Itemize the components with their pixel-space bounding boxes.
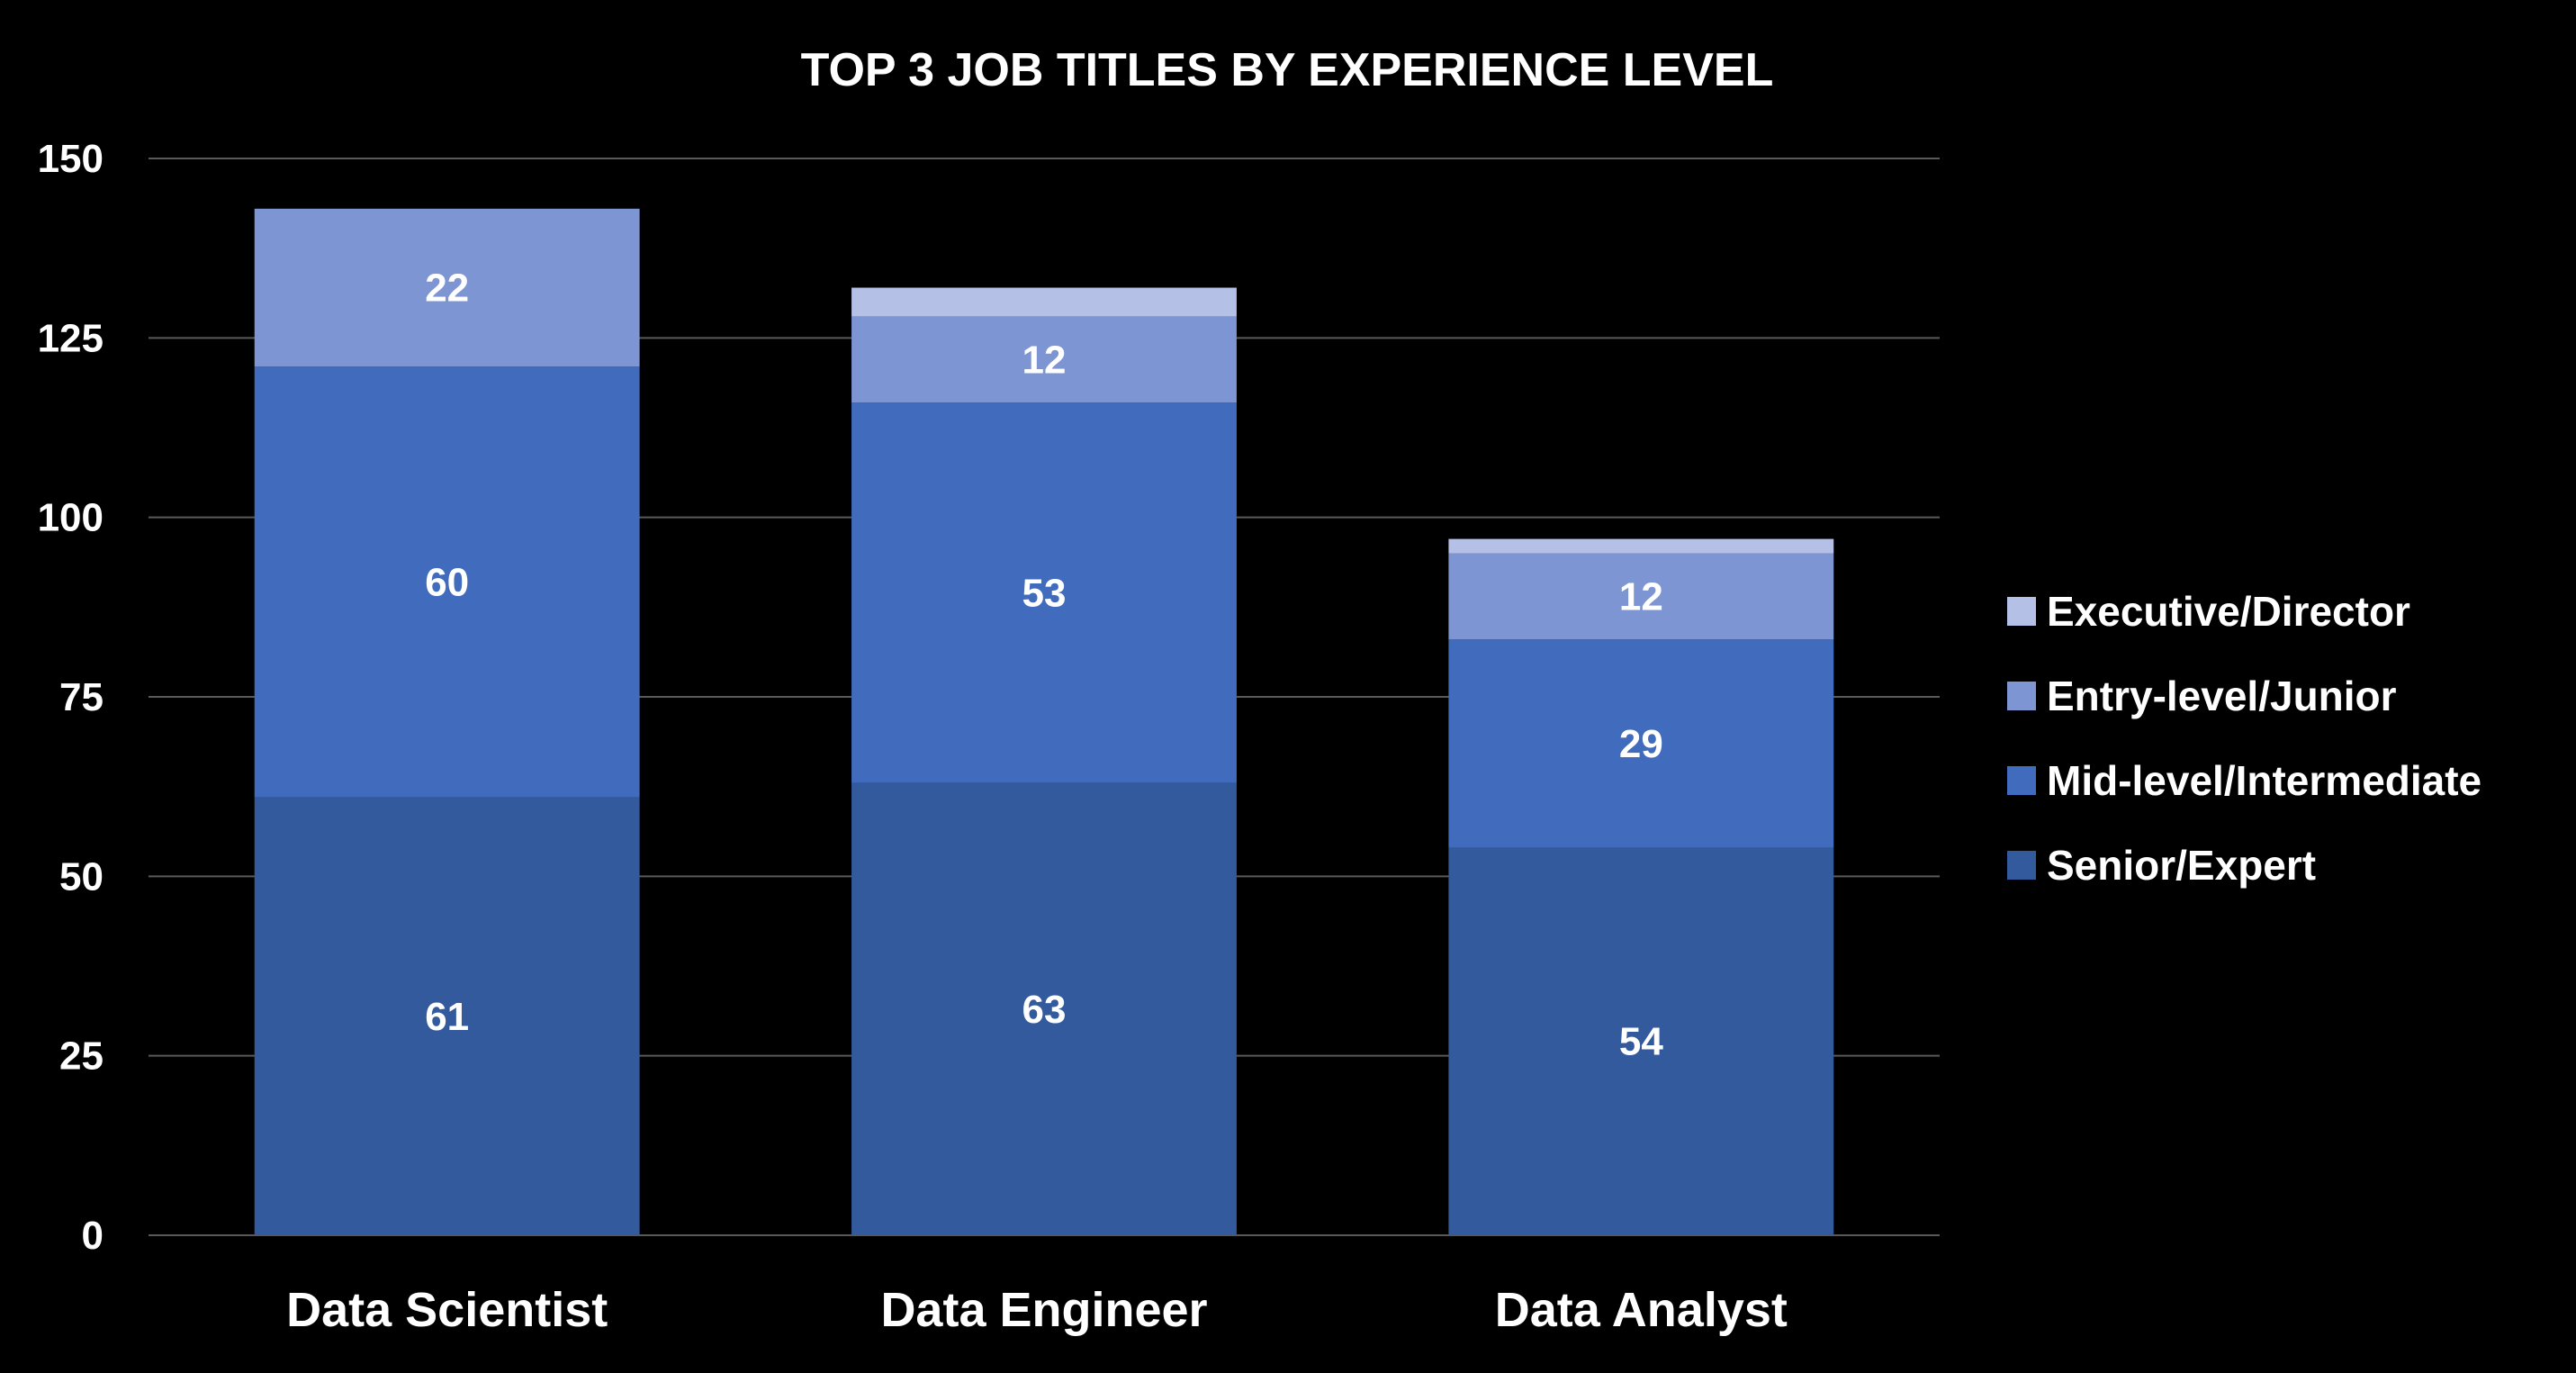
bar-segment-data-scientist-entry-level-junior bbox=[254, 208, 640, 367]
data-label-data-scientist-entry-level-junior: 22 bbox=[425, 266, 469, 311]
data-label-data-scientist-mid-level-intermediate: 60 bbox=[425, 560, 469, 604]
y-tick-label: 25 bbox=[59, 1034, 104, 1079]
bar-segment-data-analyst-mid-level-intermediate bbox=[1448, 639, 1834, 848]
data-label-data-engineer-mid-level-intermediate: 53 bbox=[1022, 571, 1067, 615]
bar-segment-data-engineer-entry-level-junior bbox=[851, 316, 1237, 403]
legend-label: Mid-level/Intermediate bbox=[2047, 757, 2481, 804]
y-tick-label: 75 bbox=[59, 675, 104, 719]
y-tick-label: 50 bbox=[59, 854, 104, 899]
data-label-data-analyst-entry-level-junior: 12 bbox=[1619, 574, 1663, 619]
category-label-data-analyst: Data Analyst bbox=[1495, 1283, 1788, 1337]
y-tick-label: 0 bbox=[82, 1214, 104, 1258]
legend-label: Senior/Expert bbox=[2047, 842, 2316, 889]
chart-title: TOP 3 JOB TITLES BY EXPERIENCE LEVEL bbox=[801, 44, 1774, 96]
bar-segment-data-scientist-mid-level-intermediate bbox=[254, 366, 640, 798]
category-label-data-scientist: Data Scientist bbox=[286, 1283, 608, 1337]
data-label-data-scientist-senior-expert: 61 bbox=[425, 995, 469, 1039]
bar-segment-data-engineer-executive-director bbox=[851, 287, 1237, 317]
legend-swatch bbox=[2007, 851, 2036, 880]
bar-segment-data-engineer-mid-level-intermediate bbox=[851, 402, 1237, 783]
legend-label: Executive/Director bbox=[2047, 588, 2410, 635]
legend-swatch bbox=[2007, 682, 2036, 710]
bars: 61 60 22 63 53 12 54 29 12 bbox=[254, 208, 1834, 1235]
legend-item-senior-expert: Senior/Expert bbox=[2007, 842, 2316, 889]
bar-segment-data-engineer-senior-expert bbox=[851, 782, 1237, 1235]
legend: Executive/Director Entry-level/Junior Mid-… bbox=[2007, 588, 2481, 889]
y-axis: 0 25 50 75 100 125 150 bbox=[38, 137, 104, 1258]
data-label-data-engineer-entry-level-junior: 12 bbox=[1022, 338, 1067, 382]
bar-segment-data-analyst-executive-director bbox=[1448, 538, 1834, 554]
legend-item-entry-level-junior: Entry-level/Junior bbox=[2007, 673, 2397, 719]
bar-segment-data-analyst-senior-expert bbox=[1448, 847, 1834, 1235]
legend-item-executive-director: Executive/Director bbox=[2007, 588, 2410, 635]
legend-swatch bbox=[2007, 597, 2036, 626]
y-tick-label: 150 bbox=[38, 137, 104, 181]
category-label-data-engineer: Data Engineer bbox=[880, 1283, 1207, 1337]
legend-item-mid-level-intermediate: Mid-level/Intermediate bbox=[2007, 757, 2481, 804]
data-label-data-engineer-senior-expert: 63 bbox=[1022, 988, 1067, 1032]
bar-segment-data-scientist-senior-expert bbox=[254, 797, 640, 1235]
x-axis: Data Scientist Data Engineer Data Analyst bbox=[286, 1283, 1788, 1337]
y-tick-label: 125 bbox=[38, 316, 104, 360]
data-label-data-analyst-mid-level-intermediate: 29 bbox=[1619, 722, 1663, 766]
bar-segment-data-analyst-entry-level-junior bbox=[1448, 553, 1834, 640]
y-tick-label: 100 bbox=[38, 496, 104, 540]
legend-label: Entry-level/Junior bbox=[2047, 673, 2397, 719]
legend-swatch bbox=[2007, 766, 2036, 795]
data-label-data-analyst-senior-expert: 54 bbox=[1619, 1020, 1663, 1064]
